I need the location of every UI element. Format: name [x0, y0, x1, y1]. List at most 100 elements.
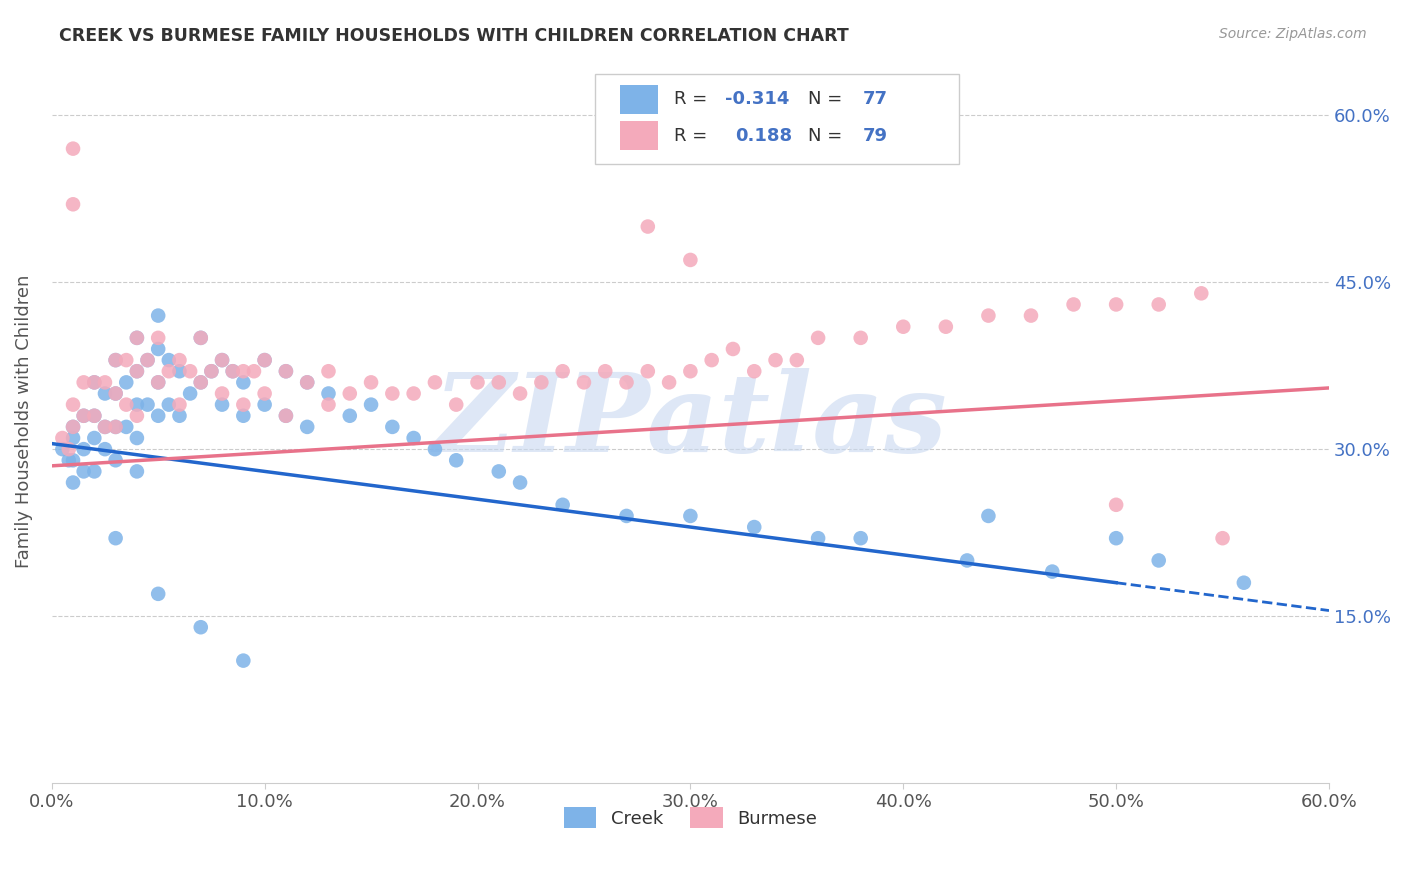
Point [104, 420, 127, 434]
Text: 0.188: 0.188 [735, 127, 792, 145]
Point [104, 386, 127, 401]
Text: 79: 79 [863, 127, 887, 145]
Point [742, 520, 765, 534]
Point [200, 364, 222, 378]
Point [190, 331, 212, 345]
Point [679, 252, 702, 267]
Text: N =: N = [808, 90, 848, 109]
Point [148, 376, 170, 390]
Point [169, 353, 191, 368]
Point [62, 431, 84, 445]
Point [83, 376, 105, 390]
Text: -0.314: -0.314 [725, 90, 789, 109]
Point [62, 197, 84, 211]
Point [956, 553, 979, 567]
Point [1189, 286, 1212, 301]
Point [125, 364, 148, 378]
FancyBboxPatch shape [620, 121, 658, 150]
Point [1105, 297, 1128, 311]
Point [179, 364, 201, 378]
Point [318, 386, 340, 401]
Point [73, 464, 96, 478]
Point [381, 386, 404, 401]
Point [423, 376, 446, 390]
Point [849, 531, 872, 545]
Point [125, 431, 148, 445]
Point [58, 442, 80, 457]
Point [891, 319, 914, 334]
Text: Source: ZipAtlas.com: Source: ZipAtlas.com [1219, 27, 1367, 41]
Point [1212, 531, 1234, 545]
Point [339, 409, 361, 423]
Point [83, 409, 105, 423]
Point [222, 364, 245, 378]
Point [94, 420, 117, 434]
Point [243, 364, 266, 378]
Point [1147, 297, 1170, 311]
Text: ZIPatlas: ZIPatlas [433, 368, 948, 475]
Point [115, 398, 138, 412]
Point [83, 409, 105, 423]
Point [58, 453, 80, 467]
Point [551, 498, 574, 512]
Point [136, 353, 159, 368]
Point [274, 364, 297, 378]
Point [62, 142, 84, 156]
Point [73, 409, 96, 423]
Text: 77: 77 [863, 90, 887, 109]
Point [157, 353, 180, 368]
Point [530, 376, 553, 390]
Point [1063, 297, 1085, 311]
Point [488, 376, 510, 390]
Point [104, 420, 127, 434]
Point [190, 620, 212, 634]
Point [115, 353, 138, 368]
Point [572, 376, 595, 390]
Point [1233, 575, 1256, 590]
Point [253, 398, 276, 412]
Point [1147, 553, 1170, 567]
Point [148, 331, 170, 345]
Point [157, 364, 180, 378]
Point [104, 386, 127, 401]
Point [318, 398, 340, 412]
Point [232, 376, 254, 390]
Point [402, 386, 425, 401]
Point [637, 364, 659, 378]
Point [94, 376, 117, 390]
Point [253, 353, 276, 368]
Point [125, 331, 148, 345]
Text: R =: R = [673, 127, 718, 145]
Point [1040, 565, 1063, 579]
Text: R =: R = [673, 90, 713, 109]
Point [125, 464, 148, 478]
Point [721, 342, 744, 356]
Point [190, 376, 212, 390]
Point [679, 508, 702, 523]
Point [467, 376, 489, 390]
Point [222, 364, 245, 378]
Point [73, 376, 96, 390]
Point [232, 409, 254, 423]
Point [423, 442, 446, 457]
Point [94, 442, 117, 457]
Point [807, 531, 830, 545]
Point [148, 309, 170, 323]
Point [935, 319, 957, 334]
Y-axis label: Family Households with Children: Family Households with Children [15, 275, 32, 568]
Point [83, 431, 105, 445]
Point [211, 386, 233, 401]
Point [360, 398, 382, 412]
Point [637, 219, 659, 234]
Point [360, 376, 382, 390]
Point [295, 376, 318, 390]
Point [318, 364, 340, 378]
Point [295, 376, 318, 390]
Point [73, 409, 96, 423]
Point [62, 453, 84, 467]
Point [179, 386, 201, 401]
Point [51, 442, 73, 457]
Point [232, 364, 254, 378]
Point [274, 364, 297, 378]
Point [274, 409, 297, 423]
